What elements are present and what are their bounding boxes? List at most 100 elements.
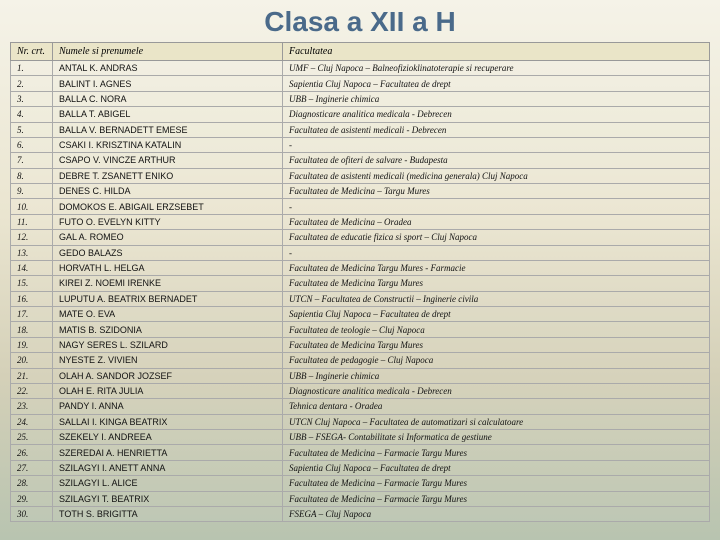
cell-name: NAGY SERES L. SZILARD <box>53 337 283 352</box>
cell-nr: 20. <box>11 353 53 368</box>
table-row: 7.CSAPO V. VINCZE ARTHURFacultatea de of… <box>11 153 710 168</box>
cell-nr: 10. <box>11 199 53 214</box>
cell-name: SZEREDAI A. HENRIETTA <box>53 445 283 460</box>
cell-name: SZILAGYI T. BEATRIX <box>53 491 283 506</box>
cell-name: ANTAL K. ANDRAS <box>53 61 283 76</box>
cell-name: GEDO BALAZS <box>53 245 283 260</box>
cell-nr: 5. <box>11 122 53 137</box>
cell-name: SZEKELY I. ANDREEA <box>53 430 283 445</box>
table-row: 17.MATE O. EVASapientia Cluj Napoca – Fa… <box>11 307 710 322</box>
cell-fac: FSEGA – Cluj Napoca <box>283 506 710 521</box>
cell-nr: 23. <box>11 399 53 414</box>
cell-fac: UTCN Cluj Napoca – Facultatea de automat… <box>283 414 710 429</box>
table-row: 26.SZEREDAI A. HENRIETTAFacultatea de Me… <box>11 445 710 460</box>
cell-nr: 4. <box>11 107 53 122</box>
table-row: 2.BALINT I. AGNESSapientia Cluj Napoca –… <box>11 76 710 91</box>
cell-name: SZILAGYI L. ALICE <box>53 476 283 491</box>
cell-fac: Diagnosticare analitica medicala - Debre… <box>283 383 710 398</box>
cell-nr: 19. <box>11 337 53 352</box>
cell-nr: 8. <box>11 168 53 183</box>
cell-nr: 9. <box>11 184 53 199</box>
cell-fac: Facultatea de pedagogie – Cluj Napoca <box>283 353 710 368</box>
cell-name: PANDY I. ANNA <box>53 399 283 414</box>
cell-nr: 25. <box>11 430 53 445</box>
cell-name: FUTO O. EVELYN KITTY <box>53 214 283 229</box>
cell-nr: 22. <box>11 383 53 398</box>
cell-nr: 17. <box>11 307 53 322</box>
table-row: 6.CSAKI I. KRISZTINA KATALIN- <box>11 137 710 152</box>
cell-nr: 18. <box>11 322 53 337</box>
table-row: 16.LUPUTU A. BEATRIX BERNADETUTCN – Facu… <box>11 291 710 306</box>
cell-name: SZILAGYI I. ANETT ANNA <box>53 460 283 475</box>
cell-nr: 1. <box>11 61 53 76</box>
table-row: 19.NAGY SERES L. SZILARDFacultatea de Me… <box>11 337 710 352</box>
table-row: 21.OLAH A. SANDOR JOZSEFUBB – Inginerie … <box>11 368 710 383</box>
table-row: 13.GEDO BALAZS- <box>11 245 710 260</box>
cell-nr: 3. <box>11 91 53 106</box>
cell-nr: 2. <box>11 76 53 91</box>
cell-fac: Facultatea de educatie fizica si sport –… <box>283 230 710 245</box>
cell-nr: 13. <box>11 245 53 260</box>
cell-name: MATE O. EVA <box>53 307 283 322</box>
table-row: 8.DEBRE T. ZSANETT ENIKOFacultatea de as… <box>11 168 710 183</box>
cell-name: DOMOKOS E. ABIGAIL ERZSEBET <box>53 199 283 214</box>
cell-fac: UTCN – Facultatea de Constructii – Ingin… <box>283 291 710 306</box>
cell-fac: Facultatea de Medicina – Farmacie Targu … <box>283 491 710 506</box>
cell-fac: Facultatea de Medicina Targu Mures <box>283 337 710 352</box>
cell-name: HORVATH L. HELGA <box>53 260 283 275</box>
cell-nr: 16. <box>11 291 53 306</box>
table-row: 9.DENES C. HILDAFacultatea de Medicina –… <box>11 184 710 199</box>
table-row: 30.TOTH S. BRIGITTAFSEGA – Cluj Napoca <box>11 506 710 521</box>
cell-fac: Facultatea de Medicina – Oradea <box>283 214 710 229</box>
cell-nr: 27. <box>11 460 53 475</box>
table-row: 4.BALLA T. ABIGELDiagnosticare analitica… <box>11 107 710 122</box>
cell-nr: 14. <box>11 260 53 275</box>
table-row: 18.MATIS B. SZIDONIAFacultatea de teolog… <box>11 322 710 337</box>
cell-name: OLAH E. RITA JULIA <box>53 383 283 398</box>
table-row: 28.SZILAGYI L. ALICEFacultatea de Medici… <box>11 476 710 491</box>
cell-nr: 26. <box>11 445 53 460</box>
table-row: 22.OLAH E. RITA JULIADiagnosticare anali… <box>11 383 710 398</box>
table-row: 1.ANTAL K. ANDRASUMF – Cluj Napoca – Bal… <box>11 61 710 76</box>
col-header-name: Numele si prenumele <box>53 43 283 61</box>
table-row: 27.SZILAGYI I. ANETT ANNASapientia Cluj … <box>11 460 710 475</box>
cell-name: GAL A. ROMEO <box>53 230 283 245</box>
cell-fac: Facultatea de Medicina Targu Mures <box>283 276 710 291</box>
table-container: Nr. crt. Numele si prenumele Facultatea … <box>0 42 720 522</box>
cell-name: BALLA T. ABIGEL <box>53 107 283 122</box>
table-row: 5.BALLA V. BERNADETT EMESEFacultatea de … <box>11 122 710 137</box>
cell-name: DEBRE T. ZSANETT ENIKO <box>53 168 283 183</box>
cell-nr: 30. <box>11 506 53 521</box>
cell-name: BALINT I. AGNES <box>53 76 283 91</box>
cell-fac: Facultatea de Medicina – Targu Mures <box>283 184 710 199</box>
cell-nr: 7. <box>11 153 53 168</box>
table-row: 10.DOMOKOS E. ABIGAIL ERZSEBET- <box>11 199 710 214</box>
cell-fac: Sapientia Cluj Napoca – Facultatea de dr… <box>283 76 710 91</box>
table-row: 15.KIREI Z. NOEMI IRENKEFacultatea de Me… <box>11 276 710 291</box>
cell-nr: 15. <box>11 276 53 291</box>
cell-name: BALLA C. NORA <box>53 91 283 106</box>
cell-name: CSAKI I. KRISZTINA KATALIN <box>53 137 283 152</box>
cell-fac: - <box>283 199 710 214</box>
cell-fac: UMF – Cluj Napoca – Balneofizioklinatote… <box>283 61 710 76</box>
cell-name: NYESTE Z. VIVIEN <box>53 353 283 368</box>
cell-fac: UBB – Inginerie chimica <box>283 91 710 106</box>
cell-fac: Facultatea de Medicina Targu Mures - Far… <box>283 260 710 275</box>
table-row: 20.NYESTE Z. VIVIENFacultatea de pedagog… <box>11 353 710 368</box>
table-row: 11.FUTO O. EVELYN KITTYFacultatea de Med… <box>11 214 710 229</box>
table-row: 25.SZEKELY I. ANDREEAUBB – FSEGA- Contab… <box>11 430 710 445</box>
cell-nr: 6. <box>11 137 53 152</box>
table-row: 23.PANDY I. ANNATehnica dentara - Oradea <box>11 399 710 414</box>
cell-nr: 11. <box>11 214 53 229</box>
cell-nr: 21. <box>11 368 53 383</box>
cell-fac: Sapientia Cluj Napoca – Facultatea de dr… <box>283 460 710 475</box>
cell-fac: Facultatea de Medicina – Farmacie Targu … <box>283 476 710 491</box>
cell-nr: 29. <box>11 491 53 506</box>
cell-nr: 28. <box>11 476 53 491</box>
cell-name: TOTH S. BRIGITTA <box>53 506 283 521</box>
cell-fac: Diagnosticare analitica medicala - Debre… <box>283 107 710 122</box>
cell-name: SALLAI I. KINGA BEATRIX <box>53 414 283 429</box>
cell-name: BALLA V. BERNADETT EMESE <box>53 122 283 137</box>
page-title: Clasa a XII a H <box>0 0 720 42</box>
cell-name: DENES C. HILDA <box>53 184 283 199</box>
